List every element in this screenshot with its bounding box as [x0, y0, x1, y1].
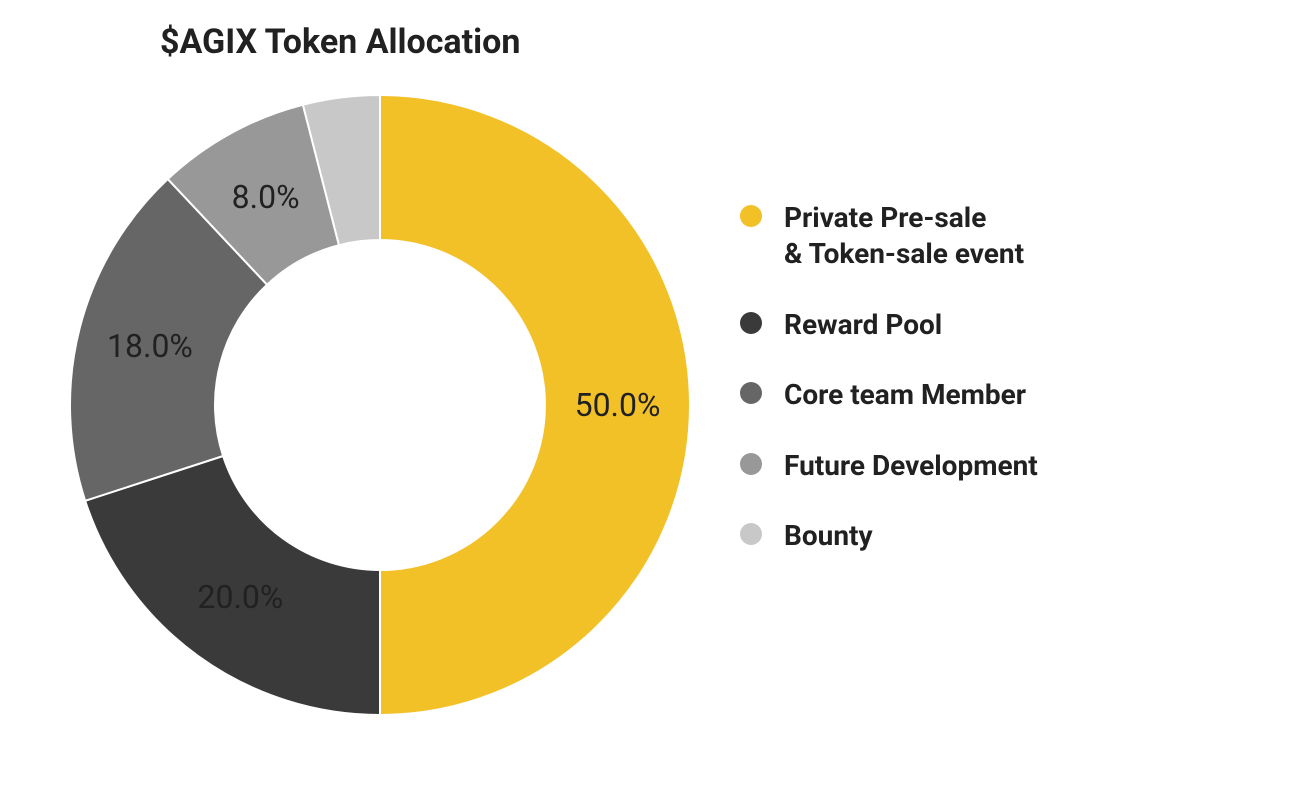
slice-label: 18.0% — [107, 327, 193, 365]
legend-label: Future Development — [784, 448, 1038, 484]
legend-label: Private Pre-sale & Token-sale event — [784, 200, 1024, 273]
slice-label: 20.0% — [197, 578, 283, 616]
legend-item: Private Pre-sale & Token-sale event — [740, 200, 1038, 273]
chart-container: $AGIX Token Allocation 50.0% 20.0% 18.0% 8.… — [0, 0, 1316, 794]
slice-label: 50.0% — [575, 386, 661, 424]
chart-title: $AGIX Token Allocation — [160, 22, 520, 62]
legend-swatch — [740, 453, 762, 475]
legend-swatch — [740, 205, 762, 227]
slice-label: 8.0% — [232, 178, 300, 216]
donut-chart: 50.0% 20.0% 18.0% 8.0% — [60, 85, 700, 725]
legend: Private Pre-sale & Token-sale event Rewar… — [740, 200, 1038, 554]
legend-item: Bounty — [740, 518, 1038, 554]
legend-label: Bounty — [784, 518, 873, 554]
legend-swatch — [740, 523, 762, 545]
legend-item: Core team Member — [740, 377, 1038, 413]
legend-swatch — [740, 382, 762, 404]
legend-label: Core team Member — [784, 377, 1026, 413]
legend-item: Future Development — [740, 448, 1038, 484]
legend-label: Reward Pool — [784, 307, 942, 343]
legend-item: Reward Pool — [740, 307, 1038, 343]
legend-swatch — [740, 312, 762, 334]
